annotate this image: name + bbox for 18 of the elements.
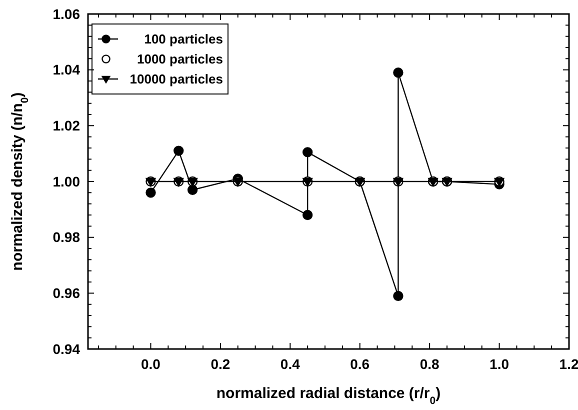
y-tick-label: 0.94 — [52, 340, 80, 357]
legend-label: 100 particles — [144, 32, 223, 47]
x-tick-label: 1.0 — [490, 356, 510, 372]
y-tick-label: 1.00 — [52, 173, 80, 190]
x-axis-title: normalized radial distance (r/r$_{0}$) — [216, 385, 441, 407]
y-tick-label: 1.04 — [52, 62, 80, 78]
y-tick-label: 0.96 — [52, 285, 80, 302]
legend-label: 1000 particles — [136, 52, 223, 67]
legend-label: 10000 particles — [130, 72, 223, 87]
y-tick-label: 1.02 — [52, 118, 80, 134]
x-tick-label: 0.0 — [141, 356, 161, 372]
y-tick-label: 1.06 — [52, 6, 80, 22]
y-tick-label: 0.98 — [52, 229, 80, 246]
x-tick-label: 0.2 — [210, 356, 230, 372]
x-tick-label: 0.4 — [280, 356, 300, 372]
x-tick-label: 1.2 — [559, 356, 578, 372]
x-tick-label: 0.8 — [420, 356, 440, 372]
x-tick-label: 0.6 — [350, 356, 370, 372]
